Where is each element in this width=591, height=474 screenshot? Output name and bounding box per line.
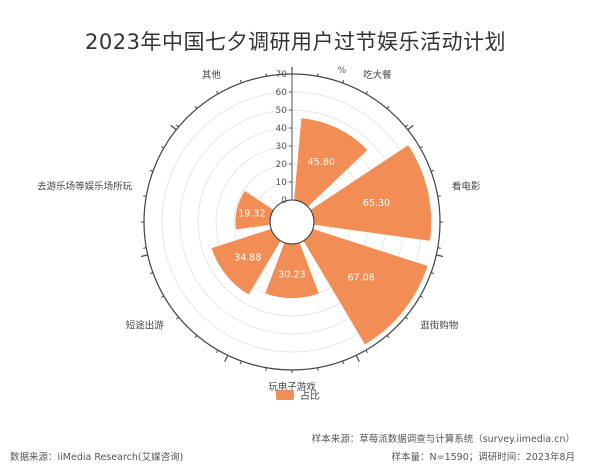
category-label: 其他 [202,69,222,81]
ring-tick [216,349,219,354]
ring-tick [365,349,368,354]
radial-tick-label: 70 [276,70,288,80]
category-label: 去游乐场等娱乐场所玩 [37,181,133,193]
data-label: 34.88 [234,253,261,264]
data-label: 65.30 [363,198,390,209]
ring-tick [143,247,147,249]
ring-tick [405,124,408,128]
category-tick [140,254,148,258]
category-tick [170,124,177,131]
category-label: 吃大餐 [363,69,392,81]
radial-tick-label: 40 [276,124,288,134]
ring-tick [149,272,154,275]
ring-tick [265,73,267,77]
legend[interactable]: 占比 [276,387,320,402]
ring-tick [386,106,390,109]
ring-tick [239,360,242,365]
ring-tick [149,169,154,172]
ring-tick [239,79,242,84]
data-source-note: 数据来源：iiMedia Research(艾媒咨询) [10,452,184,463]
category-label: 短途出游 [126,319,165,331]
legend-swatch [276,389,294,400]
ring-tick [176,124,179,128]
data-label: 30.23 [278,269,305,280]
ring-tick [216,90,219,95]
inner-hole [269,199,315,245]
ring-tick [430,272,435,275]
ring-tick [265,367,267,371]
category-tick [224,355,229,362]
ring-tick [160,295,165,298]
ring-tick [342,79,345,84]
ring-tick [176,316,179,320]
sample-size-note: 样本量：N=1590；调研时间：2023年8月 [391,452,575,463]
ring-tick [419,295,424,298]
ring-tick [160,146,165,149]
ring-tick [365,90,368,95]
ring-tick [437,247,441,249]
ring-tick [317,367,319,371]
chart-title: 2023年中国七夕调研用户过节娱乐活动计划 [85,30,506,54]
category-tick [436,254,444,258]
ring-tick [419,146,424,149]
data-label: 45.80 [308,157,335,168]
legend-label: 占比 [300,391,320,402]
ring-tick [317,73,319,77]
radial-tick-label: 0 [281,196,287,206]
category-tick [355,355,360,362]
radial-tick-label: 20 [276,160,288,170]
radial-tick-label: 50 [276,106,288,116]
data-label: 0.36 [266,185,287,196]
radial-unit-label: % [338,66,347,76]
ring-tick [194,335,198,338]
ring-tick [143,195,147,197]
category-tick [407,124,414,131]
radial-tick-label: 10 [276,178,288,188]
ring-tick [437,195,441,197]
sample-source-note: 样本来源：草莓派数据调查与计算系统（survey.iimedia.cn） [311,434,575,445]
ring-tick [342,360,345,365]
bar-3 [302,228,429,346]
category-label: 逛街购物 [420,319,459,331]
ring-tick [386,335,390,338]
data-label: 67.08 [348,273,375,284]
ring-tick [430,169,435,172]
radial-tick-label: 30 [276,142,288,152]
radial-tick-label: 60 [276,88,288,98]
ring-tick [405,316,408,320]
data-label: 19.32 [238,208,265,219]
category-label: 看电影 [452,181,481,193]
ring-tick [194,106,198,109]
